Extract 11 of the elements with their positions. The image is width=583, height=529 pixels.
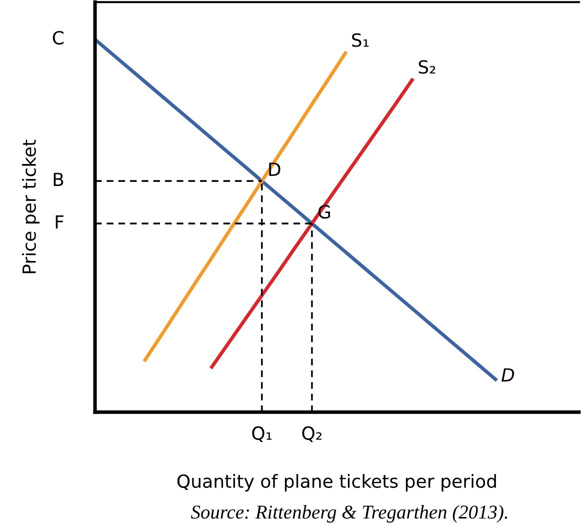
source-note: Source: Rittenberg & Tregarthen (2013). [190, 505, 508, 523]
y-axis-title: Price per ticket [22, 140, 40, 274]
text: C [52, 30, 64, 45]
series-label: B [54, 172, 64, 186]
series-label: F [56, 215, 64, 228]
series-label: S₁ [352, 33, 369, 47]
series-label: D [502, 368, 514, 382]
x-tick-label: Q₁ [252, 426, 272, 442]
x-axis-title: Quantity of plane tickets per period [177, 474, 496, 492]
series-label: S₂ [418, 60, 436, 74]
x-tick-label: Q₂ [302, 426, 322, 442]
